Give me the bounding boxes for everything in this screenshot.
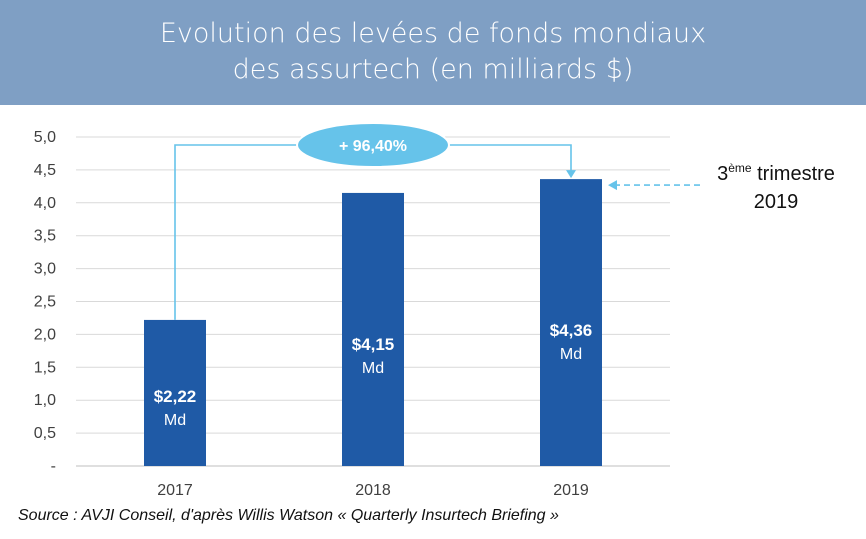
bar-chart: - 0,5 1,0 1,5 2,0 2,5 3,0 3,5 4,0 4,5 5,0 2017 $2,22… [34,122,835,499]
y-tick-label: 1,0 [34,392,56,409]
side-note-arrowhead [608,180,617,191]
y-tick-label: 0,5 [34,425,56,442]
y-tick-label: 2,0 [34,326,56,343]
growth-callout-label: + 96,40% [339,138,407,155]
y-tick-label: 1,5 [34,359,56,376]
x-tick-label: 2018 [355,482,391,499]
bar-value-label: $4,15 [352,335,395,354]
bar-2018 [342,192,404,466]
y-tick-label: 4,0 [34,195,56,212]
y-tick-label: 4,5 [34,162,56,179]
y-tick-label: 5,0 [34,129,56,146]
source-note: Source : AVJI Conseil, d'après Willis Wa… [18,507,559,524]
chart-title-banner: Evolution des levées de fonds mondiaux d… [0,0,866,105]
growth-arrowhead [566,170,576,179]
y-tick-label: 3,0 [34,261,56,278]
x-tick-label: 2017 [157,482,193,499]
bar-2019 [540,179,602,466]
chart-title-line-1: Evolution des levées de fonds mondiaux [159,18,707,49]
y-tick-label: 3,5 [34,228,56,245]
bar-value-label: $2,22 [154,387,197,406]
bar-unit-label: Md [560,346,582,363]
bar-value-label: $4,36 [550,321,593,340]
side-note-line-2: 2019 [754,191,799,213]
growth-callout-bubble [296,122,450,168]
bar-unit-label: Md [164,412,186,429]
chart-title-line-2: des assurtech (en milliards $) [232,54,634,85]
side-note-line-1: 3ème trimestre [717,161,835,185]
bar-2017 [144,319,206,466]
y-tick-label: 2,5 [34,294,56,311]
y-tick-label: - [51,458,56,475]
bar-unit-label: Md [362,360,384,377]
x-tick-label: 2019 [553,482,589,499]
